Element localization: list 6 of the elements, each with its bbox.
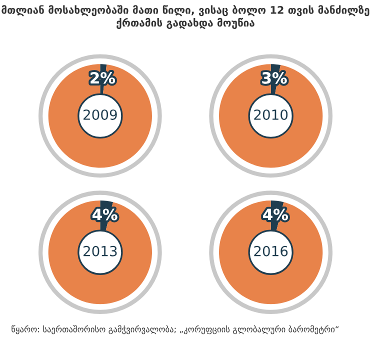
text: მთლიან მოსახლეობაში მათი წილი, ვისაც ბოლო 12 თვის მანძილზე ქრთამის გადახდა მოუწია	[2, 5, 370, 29]
text: 2016	[254, 246, 288, 256]
text: 2013	[84, 246, 117, 256]
text: 2010	[254, 109, 288, 120]
text: 2009	[84, 109, 117, 120]
text: წყარო: საერთაშორისო გამჭვირვალობა; „კორუფციის გლობალური ბარომეტრი“	[12, 325, 339, 334]
